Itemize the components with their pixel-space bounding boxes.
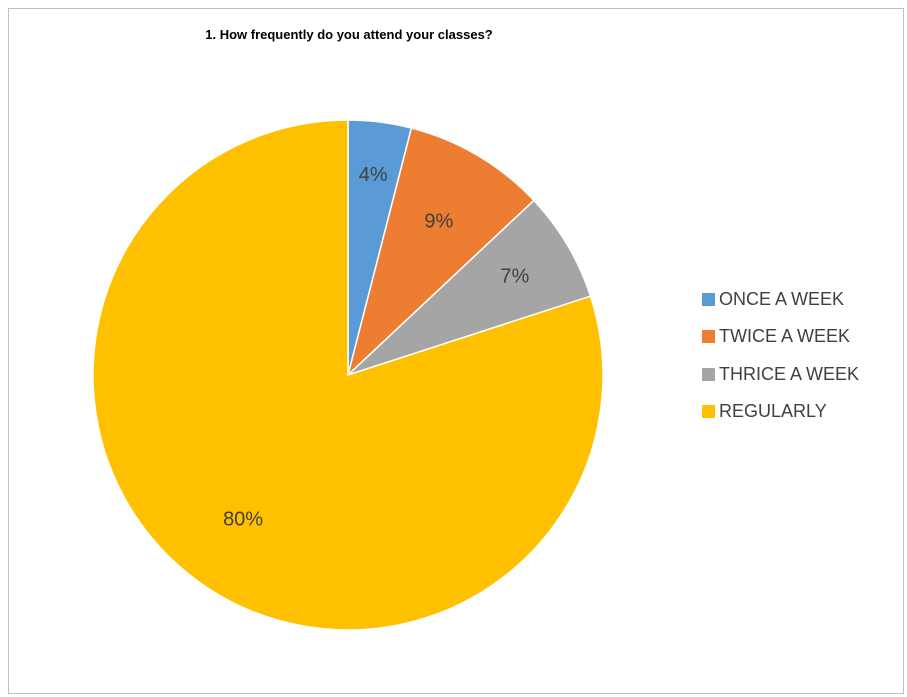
legend-item-regularly: REGULARLY bbox=[702, 401, 859, 422]
legend-swatch bbox=[702, 330, 715, 343]
data-label-thrice-a-week: 7% bbox=[500, 265, 529, 287]
pie-slice-thrice-a-week bbox=[347, 199, 592, 376]
pie-data-labels: 4% 9% 7% 80% bbox=[223, 164, 529, 530]
pie-slice-twice-a-week bbox=[346, 127, 535, 378]
legend-item-twice-a-week: TWICE A WEEK bbox=[702, 326, 859, 347]
legend-label: REGULARLY bbox=[719, 401, 827, 421]
chart-title: 1. How frequently do you attend your cla… bbox=[205, 27, 493, 42]
chart-legend: ONCE A WEEK TWICE A WEEK THRICE A WEEK REGU… bbox=[702, 289, 859, 439]
data-label-regularly: 80% bbox=[223, 508, 263, 530]
legend-label: TWICE A WEEK bbox=[719, 326, 851, 346]
chart-area: 1. How frequently do you attend your cla… bbox=[8, 8, 904, 694]
legend-swatch bbox=[702, 405, 715, 418]
pie-chart: 4% 9% 7% 80% bbox=[92, 119, 604, 631]
legend-label: THRICE A WEEK bbox=[719, 363, 860, 384]
legend-item-once-a-week: ONCE A WEEK bbox=[702, 289, 859, 309]
data-label-twice-a-week: 9% bbox=[424, 210, 453, 232]
legend-swatch bbox=[702, 367, 715, 381]
legend-item-thrice-a-week: THRICE A WEEK bbox=[702, 364, 859, 384]
pie-slices bbox=[92, 119, 604, 631]
legend-label: ONCE A WEEK bbox=[719, 288, 845, 309]
pie-slice-regularly bbox=[92, 119, 604, 631]
data-label-once-a-week: 4% bbox=[359, 164, 388, 186]
legend-swatch bbox=[702, 292, 715, 306]
